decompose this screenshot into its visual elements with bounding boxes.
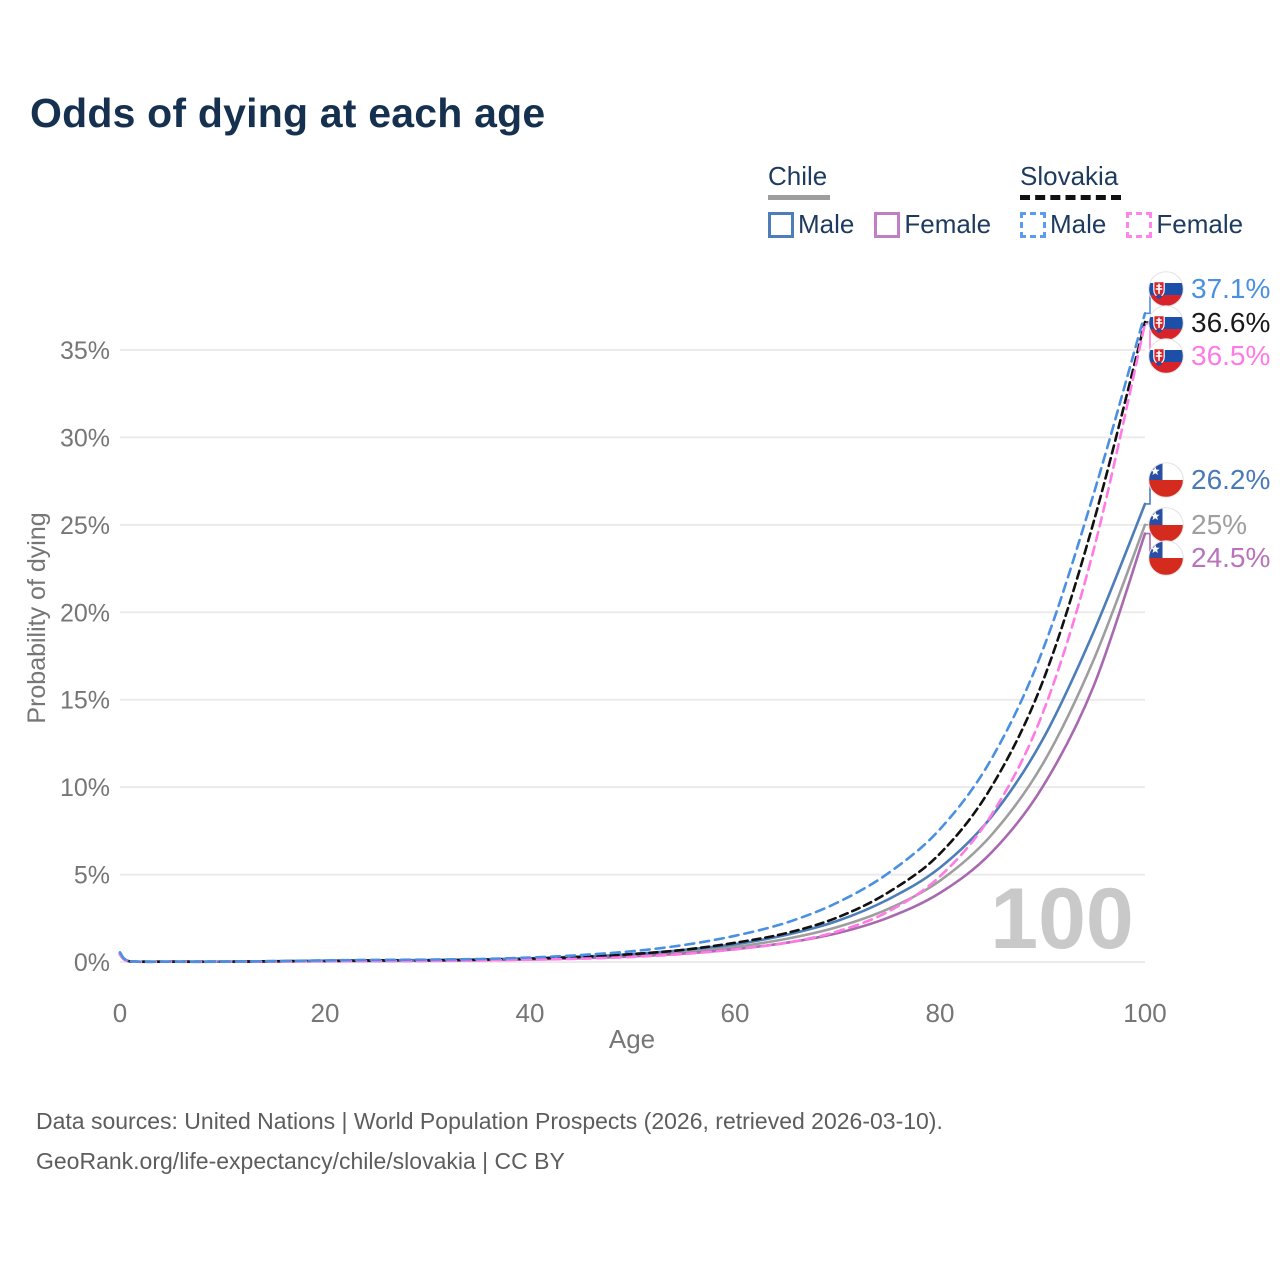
y-tick-label: 10% bbox=[60, 774, 110, 802]
x-tick-label: 60 bbox=[721, 998, 750, 1028]
slovakia-flag-icon bbox=[1148, 271, 1184, 308]
y-tick-label: 35% bbox=[60, 337, 110, 365]
x-tick-label: 100 bbox=[1123, 998, 1166, 1028]
end-label-chile-average: 25% bbox=[1148, 507, 1247, 543]
footer-data-sources: Data sources: United Nations | World Pop… bbox=[36, 1108, 943, 1134]
y-tick-label: 5% bbox=[74, 862, 110, 890]
footer-attribution: GeoRank.org/life-expectancy/chile/slovak… bbox=[36, 1148, 565, 1174]
series-line-slovakia-female bbox=[118, 322, 1147, 964]
end-label-slovakia-male: 37.1% bbox=[1148, 271, 1271, 308]
legend-group-slovakia: Slovakia Male Female bbox=[1020, 161, 1263, 240]
y-tick-label: 30% bbox=[60, 424, 110, 452]
value-label: 36.6% bbox=[1191, 306, 1271, 338]
slovakia-female-swatch-icon bbox=[1126, 211, 1153, 238]
chile-flag-icon bbox=[1148, 540, 1184, 577]
legend-group-chile: Chile Male Female bbox=[768, 161, 1011, 240]
chile-flag-icon bbox=[1148, 462, 1184, 498]
legend-row-chile: Male Female bbox=[768, 209, 1011, 240]
value-label: 26.2% bbox=[1191, 463, 1271, 495]
legend-country-slovakia[interactable]: Slovakia bbox=[1020, 161, 1122, 200]
slovakia-male-swatch-icon bbox=[1020, 211, 1046, 238]
series-line-slovakia-male bbox=[118, 312, 1147, 964]
legend-item-slovakia-female[interactable]: Female bbox=[1126, 209, 1243, 240]
legend-country-chile[interactable]: Chile bbox=[768, 161, 831, 200]
chile-flag-icon bbox=[1148, 507, 1184, 543]
value-label: 25% bbox=[1191, 508, 1248, 540]
page-title: Odds of dying at each age bbox=[30, 90, 546, 136]
y-tick-label: 0% bbox=[74, 949, 110, 977]
y-tick-label: 25% bbox=[60, 512, 110, 540]
value-label: 24.5% bbox=[1191, 542, 1271, 574]
legend-label: Male bbox=[798, 209, 855, 239]
y-tick-label: 15% bbox=[60, 687, 110, 715]
end-label-chile-female: 24.5% bbox=[1148, 540, 1271, 577]
end-label-chile-male: 26.2% bbox=[1148, 462, 1270, 498]
age-watermark: 100 bbox=[990, 871, 1134, 967]
end-label-slovakia-average: 36.6% bbox=[1148, 304, 1271, 341]
legend-label: Male bbox=[1050, 209, 1107, 239]
value-label: 36.5% bbox=[1191, 340, 1271, 372]
legend-row-slovakia: Male Female bbox=[1020, 209, 1263, 240]
x-tick-label: 40 bbox=[516, 998, 545, 1028]
x-tick-label: 20 bbox=[311, 998, 340, 1028]
legend-label: Female bbox=[1156, 209, 1244, 239]
legend-item-slovakia-male[interactable]: Male bbox=[1020, 209, 1106, 240]
slovakia-flag-icon bbox=[1148, 338, 1184, 375]
series-line-slovakia-all bbox=[118, 320, 1147, 964]
chile-male-swatch-icon bbox=[768, 211, 794, 238]
end-label-slovakia-female: 36.5% bbox=[1148, 338, 1271, 375]
legend-label: Female bbox=[904, 209, 992, 239]
chile-female-swatch-icon bbox=[874, 211, 901, 238]
x-axis-title: Age bbox=[609, 1024, 655, 1054]
x-tick-label: 80 bbox=[926, 998, 955, 1028]
y-tick-label: 20% bbox=[60, 599, 110, 627]
legend-item-chile-male[interactable]: Male bbox=[768, 209, 854, 240]
y-axis-title: Probability of dying bbox=[23, 512, 51, 723]
legend-item-chile-female[interactable]: Female bbox=[874, 209, 991, 240]
value-label: 37.1% bbox=[1191, 273, 1271, 305]
x-tick-label: 0 bbox=[113, 998, 127, 1028]
slovakia-flag-icon bbox=[1148, 304, 1184, 341]
